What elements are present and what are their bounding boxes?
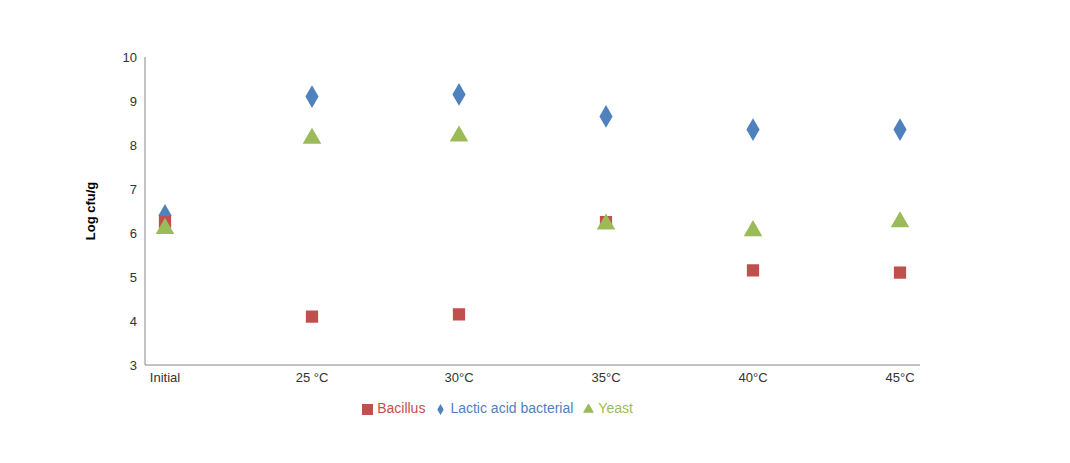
- svg-text:7: 7: [130, 182, 137, 197]
- svg-text:40°C: 40°C: [738, 370, 767, 385]
- svg-text:25 °C: 25 °C: [296, 370, 329, 385]
- html-text:Yeast: Yeast: [598, 400, 633, 416]
- svg-text:Log cfu/g: Log cfu/g: [83, 182, 98, 241]
- svg-text:4: 4: [130, 314, 137, 329]
- svg-text:6: 6: [130, 226, 137, 241]
- svg-text:5: 5: [130, 270, 137, 285]
- svg-text:3: 3: [130, 358, 137, 373]
- html-text:Bacillus: Bacillus: [377, 400, 426, 416]
- html-text:Lactic acid bacterial: Lactic acid bacterial: [450, 400, 574, 416]
- svg-text:35°C: 35°C: [591, 370, 620, 385]
- svg-text:8: 8: [130, 138, 137, 153]
- svg-text:Initial: Initial: [150, 370, 180, 385]
- svg-text:10: 10: [123, 50, 137, 65]
- svg-text:9: 9: [130, 94, 137, 109]
- svg-text:45°C: 45°C: [885, 370, 914, 385]
- svg-text:30°C: 30°C: [444, 370, 473, 385]
